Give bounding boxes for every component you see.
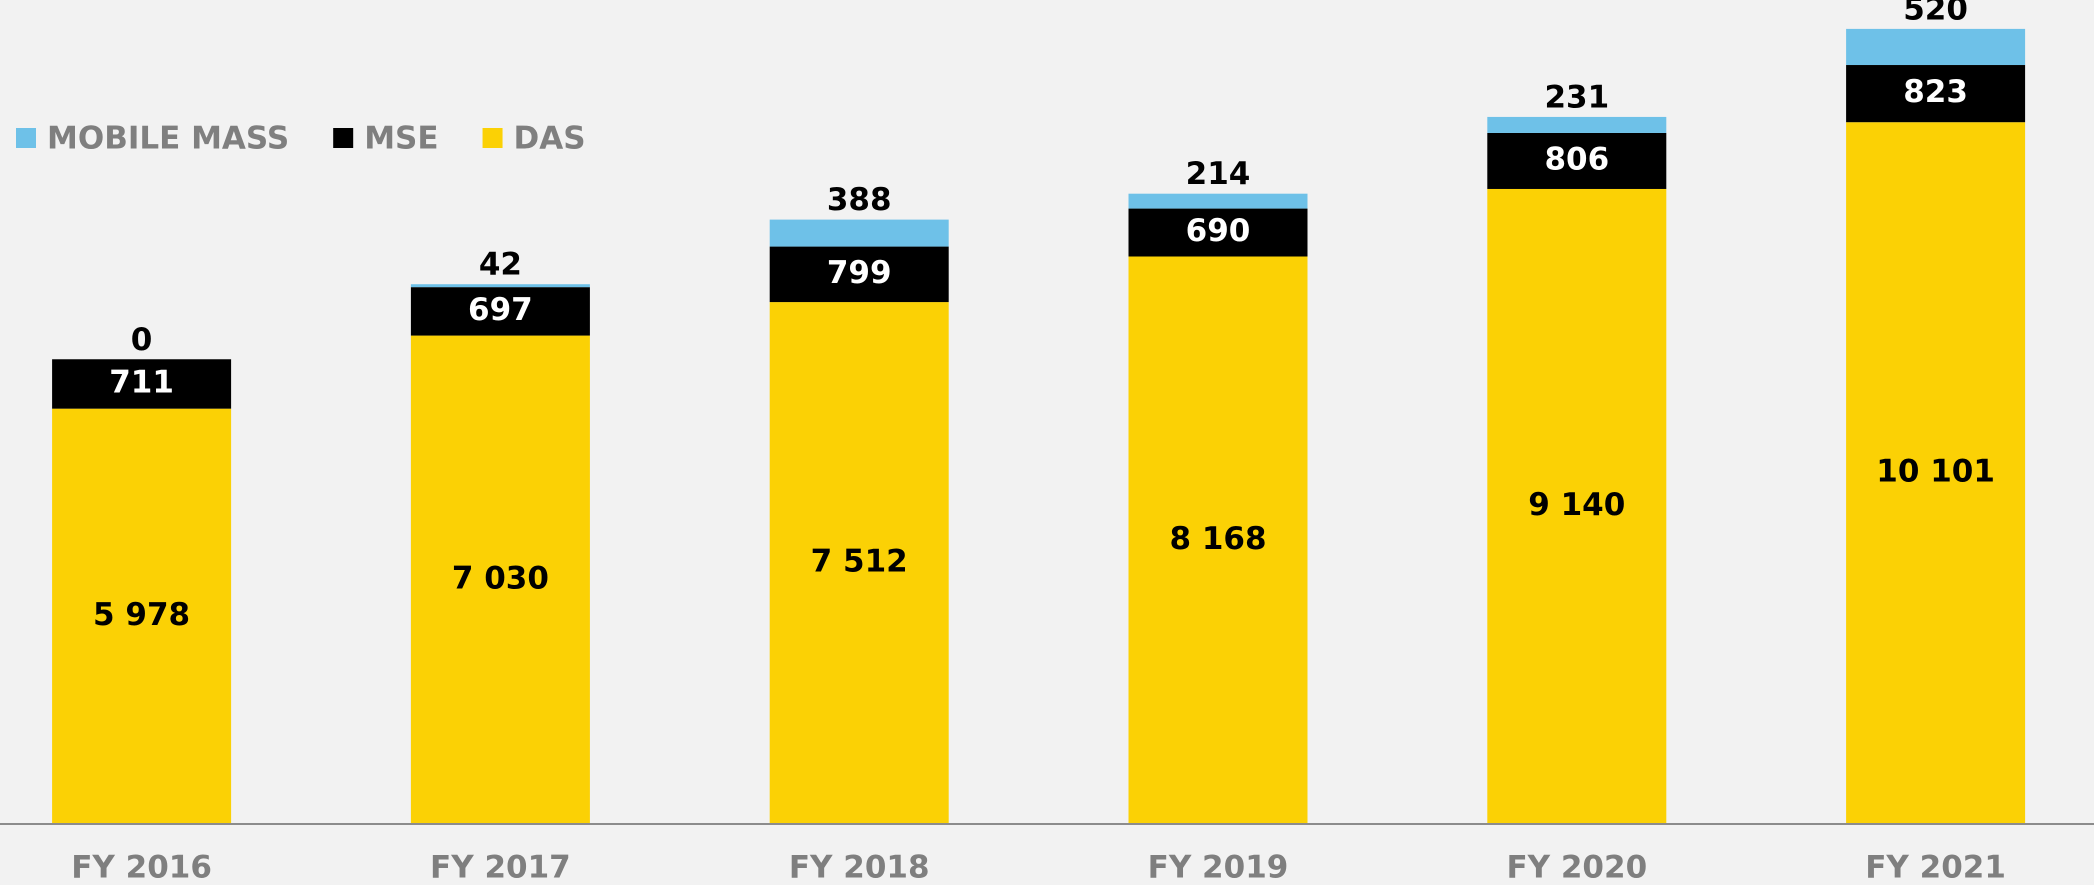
bar-segment: [52, 408, 232, 824]
legend-label: DAS: [514, 121, 586, 157]
data-label: 42: [479, 247, 522, 283]
bar-segment: [410, 287, 590, 336]
bar-segment: [1846, 65, 2026, 123]
bar-segment: [410, 284, 590, 288]
x-tick-label: FY 2018: [789, 850, 930, 885]
data-label: 231: [1544, 79, 1609, 115]
data-label: 806: [1544, 141, 1609, 177]
bar-segment: [1487, 132, 1667, 189]
bar-segment: [1846, 122, 2026, 825]
bar-segment: [1128, 208, 1308, 257]
legend-marker: [482, 128, 503, 148]
bar-segment: [52, 359, 232, 409]
bar-segment: [769, 246, 949, 303]
bar-segment: [1487, 116, 1667, 133]
data-label: 520: [1903, 0, 1968, 27]
data-label: 690: [1186, 213, 1251, 249]
bar-segment: [769, 302, 949, 824]
data-label: 7 030: [452, 560, 549, 596]
legend-label: MOBILE MASS: [47, 121, 289, 157]
data-label: 388: [827, 182, 892, 218]
x-tick-label: FY 2017: [430, 850, 571, 885]
bar-segment: [1128, 193, 1308, 209]
legend-label: MSE: [364, 121, 438, 157]
data-label: 711: [109, 364, 174, 400]
bar-segment: [1487, 188, 1667, 824]
data-label: 0: [131, 322, 153, 358]
data-label: 8 168: [1169, 521, 1266, 557]
data-label: 10 101: [1876, 454, 1995, 490]
bar-segment: [410, 335, 590, 824]
data-label: 823: [1903, 74, 1968, 110]
x-tick-label: FY 2016: [71, 850, 212, 885]
legend-marker: [16, 128, 36, 148]
bar-segment: [1128, 256, 1308, 824]
x-tick-label: FY 2020: [1506, 850, 1647, 885]
data-label: 7 512: [811, 544, 908, 580]
data-label: 9 140: [1528, 487, 1625, 523]
data-label: 697: [468, 292, 533, 328]
data-label: 799: [827, 255, 892, 291]
data-label: 214: [1186, 156, 1251, 192]
bar-segment: [769, 219, 949, 247]
legend-marker: [333, 128, 354, 148]
bar-segment: [1846, 28, 2026, 66]
x-tick-label: FY 2019: [1148, 850, 1289, 885]
data-label: 5 978: [93, 597, 190, 633]
x-tick-label: FY 2021: [1865, 850, 2006, 885]
